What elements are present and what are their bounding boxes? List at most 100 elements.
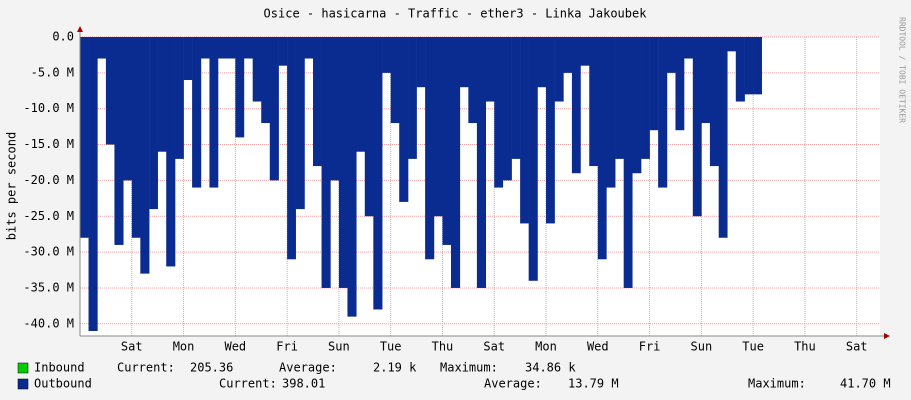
- bar: [632, 37, 642, 174]
- bar: [433, 37, 443, 217]
- bar: [88, 37, 98, 331]
- x-tick-label: Mon: [535, 340, 557, 354]
- bar: [459, 37, 469, 88]
- bar: [140, 37, 150, 274]
- bar: [157, 37, 167, 152]
- x-arrow: [884, 333, 890, 339]
- stat-label: Maximum:: [748, 377, 806, 391]
- bar: [494, 37, 504, 188]
- bar: [338, 37, 348, 288]
- legend-label: Inbound: [34, 361, 85, 375]
- bar: [287, 37, 296, 260]
- stat-value: 41.70 M: [840, 377, 891, 391]
- x-tick-label: Wed: [224, 340, 246, 354]
- bar: [235, 37, 245, 138]
- bar: [520, 37, 529, 224]
- bar: [615, 37, 624, 159]
- bar: [278, 37, 288, 66]
- bar: [727, 37, 737, 52]
- bar: [209, 37, 219, 188]
- bar: [718, 37, 728, 238]
- stat-label: Current:: [219, 377, 277, 391]
- bar: [243, 37, 253, 59]
- bar: [364, 37, 374, 217]
- bar: [606, 37, 616, 188]
- bar: [451, 37, 461, 288]
- bar: [528, 37, 538, 281]
- bar: [226, 37, 236, 59]
- bar: [485, 37, 495, 102]
- bar: [114, 37, 124, 245]
- stat-value: 34.86 k: [525, 361, 576, 375]
- bar: [183, 37, 193, 81]
- stat-label: Current:: [117, 361, 175, 375]
- bar: [192, 37, 202, 188]
- bar: [313, 37, 322, 167]
- bar: [684, 37, 694, 59]
- bar: [571, 37, 581, 174]
- bar: [131, 37, 141, 238]
- y-tick-label: -30.0 M: [23, 245, 74, 259]
- x-tick-label: Sun: [691, 340, 713, 354]
- bar: [295, 37, 305, 210]
- y-tick-label: -20.0 M: [23, 173, 74, 187]
- bar: [476, 37, 486, 288]
- y-tick-label: -40.0 M: [23, 316, 74, 330]
- bar: [658, 37, 668, 188]
- x-tick-label: Sun: [328, 340, 350, 354]
- bar: [97, 37, 107, 59]
- bar: [269, 37, 279, 181]
- bar: [399, 37, 409, 202]
- bar: [408, 37, 417, 159]
- y-tick-label: -15.0 M: [23, 137, 74, 151]
- x-tick-label: Wed: [587, 340, 609, 354]
- bar: [252, 37, 262, 102]
- x-tick-label: Thu: [432, 340, 454, 354]
- bar: [330, 37, 340, 181]
- legend-swatch: [17, 362, 29, 374]
- bar: [123, 37, 133, 181]
- bar: [468, 37, 478, 124]
- bar: [304, 37, 314, 59]
- bar: [675, 37, 685, 131]
- chart-title: Osice - hasicarna - Traffic - ether3 - L…: [264, 7, 648, 21]
- legend-swatch: [17, 378, 29, 390]
- x-tick-label: Tue: [742, 340, 764, 354]
- bar: [347, 37, 357, 317]
- y-axis-label: bits per second: [5, 132, 19, 240]
- stat-label: Average:: [484, 377, 542, 391]
- stat-label: Maximum:: [440, 361, 498, 375]
- bar: [511, 37, 521, 159]
- bar: [597, 37, 607, 260]
- bar: [175, 37, 184, 159]
- bar: [425, 37, 435, 260]
- bar: [390, 37, 400, 124]
- bar: [166, 37, 176, 267]
- x-tick-label: Sat: [483, 340, 505, 354]
- bar: [321, 37, 331, 288]
- side-text: RRDTOOL / TOBI OETIKER: [898, 17, 907, 123]
- y-tick-label: -25.0 M: [23, 209, 74, 223]
- x-tick-label: Fri: [276, 340, 298, 354]
- bar: [105, 37, 115, 145]
- bar: [701, 37, 711, 124]
- bar: [666, 37, 676, 73]
- stat-value: 205.36: [190, 361, 233, 375]
- bar: [641, 37, 650, 159]
- bar: [623, 37, 633, 288]
- y-tick-label: -5.0 M: [31, 65, 74, 79]
- bar: [753, 37, 762, 95]
- bar: [563, 37, 573, 73]
- stat-value: 398.01: [282, 377, 325, 391]
- bar: [442, 37, 452, 245]
- y-tick-label: -10.0 M: [23, 101, 74, 115]
- bar: [537, 37, 547, 88]
- bar: [546, 37, 555, 224]
- bar: [744, 37, 754, 95]
- bar: [416, 37, 426, 88]
- bar: [580, 37, 590, 66]
- bar: [735, 37, 745, 102]
- x-tick-label: Tue: [380, 340, 402, 354]
- x-tick-label: Sat: [846, 340, 868, 354]
- bar: [554, 37, 564, 102]
